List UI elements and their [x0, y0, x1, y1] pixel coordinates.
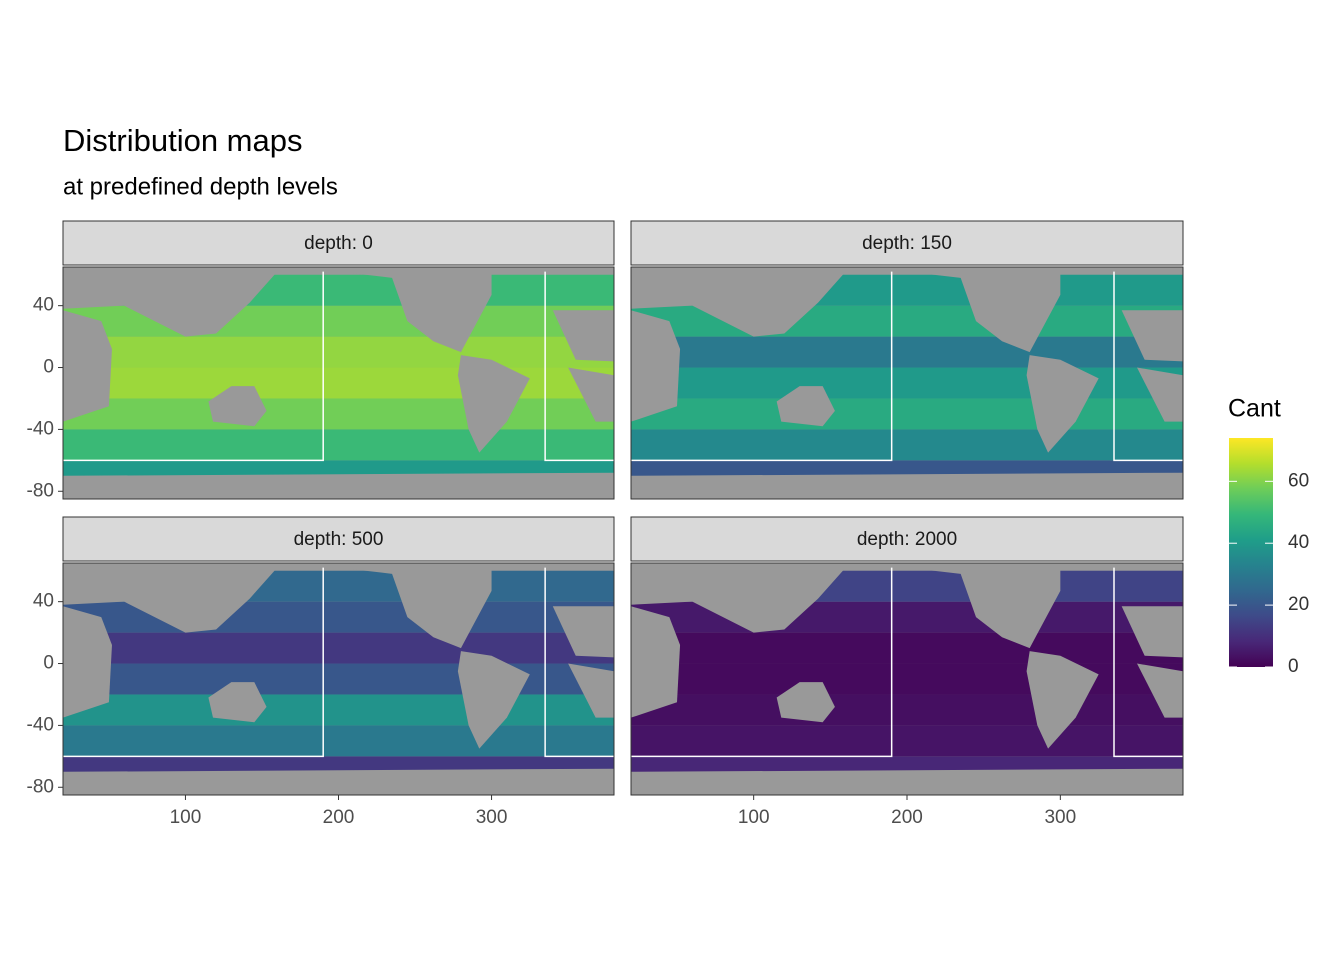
legend-title: Cant: [1228, 395, 1281, 423]
land: [631, 310, 681, 422]
y-tick-label: 0: [43, 653, 54, 674]
region-outline: [631, 567, 1183, 758]
raster-band: [63, 398, 614, 430]
land: [776, 682, 835, 723]
colorbar: [1229, 438, 1273, 667]
x-tick-label: 100: [738, 807, 770, 828]
chart-subtitle: at predefined depth levels: [63, 173, 338, 200]
land: [631, 271, 846, 337]
y-tick-label: -40: [27, 714, 54, 735]
raster-band: [631, 632, 1183, 664]
land: [208, 386, 267, 427]
x-tick-label: 100: [170, 807, 202, 828]
raster-band: [63, 336, 614, 368]
land: [63, 567, 278, 633]
land: [457, 355, 530, 453]
y-tick-label: -80: [27, 776, 54, 797]
facet-label: depth: 500: [294, 529, 384, 550]
land: [568, 367, 614, 422]
x-tick-label: 300: [1044, 807, 1076, 828]
land: [1026, 651, 1099, 749]
land: [338, 567, 492, 649]
land: [568, 663, 614, 718]
raster-band: [631, 694, 1183, 726]
panel-border: [62, 266, 615, 500]
land: [338, 271, 492, 353]
y-tick-label: 40: [33, 295, 54, 316]
land: [208, 682, 267, 723]
raster-band: [63, 694, 614, 726]
strip: [630, 220, 1184, 266]
colorbar-tick-label: 60: [1288, 470, 1309, 491]
land: [631, 606, 681, 718]
chart-title: Distribution maps: [63, 123, 302, 158]
x-tick-label: 300: [476, 807, 508, 828]
raster-band: [631, 663, 1183, 695]
strip: [630, 516, 1184, 562]
facet-label: depth: 2000: [857, 529, 957, 550]
land: [631, 472, 1183, 499]
land: [63, 606, 112, 718]
raster-band: [63, 632, 614, 664]
raster-band: [63, 663, 614, 695]
region-outline: [63, 567, 614, 758]
raster-band: [63, 725, 614, 757]
land: [907, 567, 1061, 649]
x-tick-label: 200: [323, 807, 355, 828]
facet-label: depth: 0: [304, 233, 373, 254]
raster-band: [631, 367, 1183, 399]
colorbar-tick-label: 0: [1288, 656, 1299, 677]
facet-label: depth: 150: [862, 233, 952, 254]
land: [631, 768, 1183, 795]
land: [1026, 355, 1099, 453]
y-tick-label: -40: [27, 418, 54, 439]
y-tick-label: 40: [33, 591, 54, 612]
raster-band: [631, 725, 1183, 757]
land: [907, 271, 1061, 353]
land: [63, 271, 278, 337]
raster-band: [631, 429, 1183, 461]
land: [63, 768, 614, 795]
raster-band: [631, 336, 1183, 368]
region-outline: [631, 271, 1183, 462]
land: [457, 651, 530, 749]
land: [552, 310, 614, 362]
x-tick-label: 200: [891, 807, 923, 828]
colorbar-tick-label: 20: [1288, 594, 1309, 615]
land: [1137, 367, 1183, 422]
y-tick-label: -80: [27, 480, 54, 501]
region-outline: [63, 271, 614, 462]
land: [631, 567, 846, 633]
land: [552, 606, 614, 658]
land: [1121, 310, 1183, 362]
land: [776, 386, 835, 427]
land: [63, 310, 112, 422]
raster-band: [631, 398, 1183, 430]
y-tick-label: 0: [43, 357, 54, 378]
land: [63, 472, 614, 499]
strip: [62, 220, 615, 266]
strip: [62, 516, 615, 562]
panel-border: [630, 266, 1184, 500]
raster-band: [63, 367, 614, 399]
land: [1137, 663, 1183, 718]
colorbar-tick-label: 40: [1288, 532, 1309, 553]
raster-band: [63, 429, 614, 461]
land: [1121, 606, 1183, 658]
